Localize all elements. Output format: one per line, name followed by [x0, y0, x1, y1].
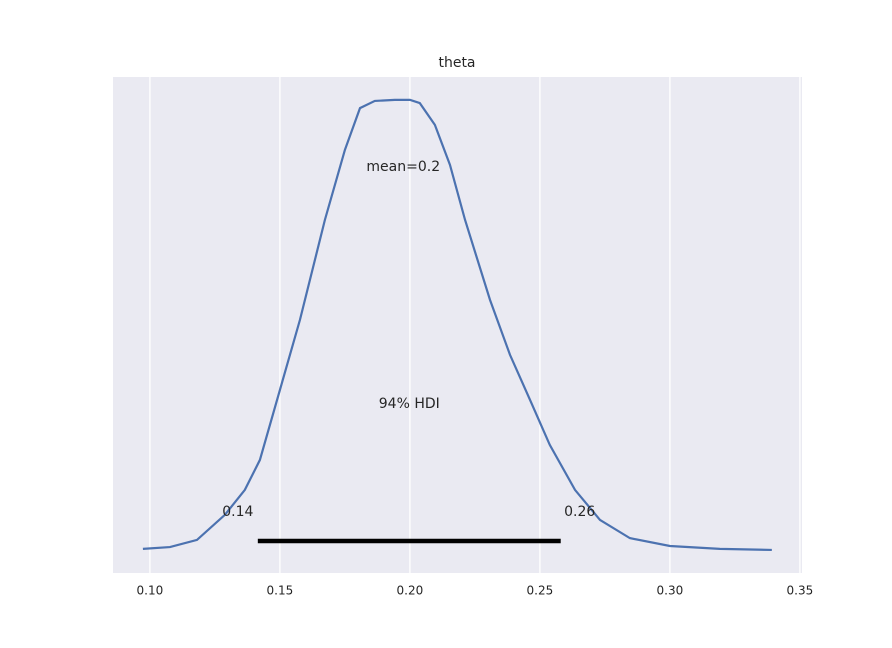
x-tick-label: 0.20 [397, 584, 424, 598]
hdi-label: 94% HDI [379, 396, 440, 412]
mean-label: mean=0.2 [366, 159, 440, 175]
x-tick-label: 0.25 [527, 584, 554, 598]
hdi-value-label: 0.26 [564, 504, 595, 520]
x-tick-label: 0.30 [657, 584, 684, 598]
density-line [142, 98, 772, 552]
hdi-value-label: 0.14 [222, 504, 253, 520]
chart-title: theta [438, 55, 475, 71]
x-tick-label: 0.35 [787, 584, 814, 598]
x-tick-label: 0.10 [137, 584, 164, 598]
x-tick-label: 0.15 [267, 584, 294, 598]
plot-area [113, 77, 802, 573]
